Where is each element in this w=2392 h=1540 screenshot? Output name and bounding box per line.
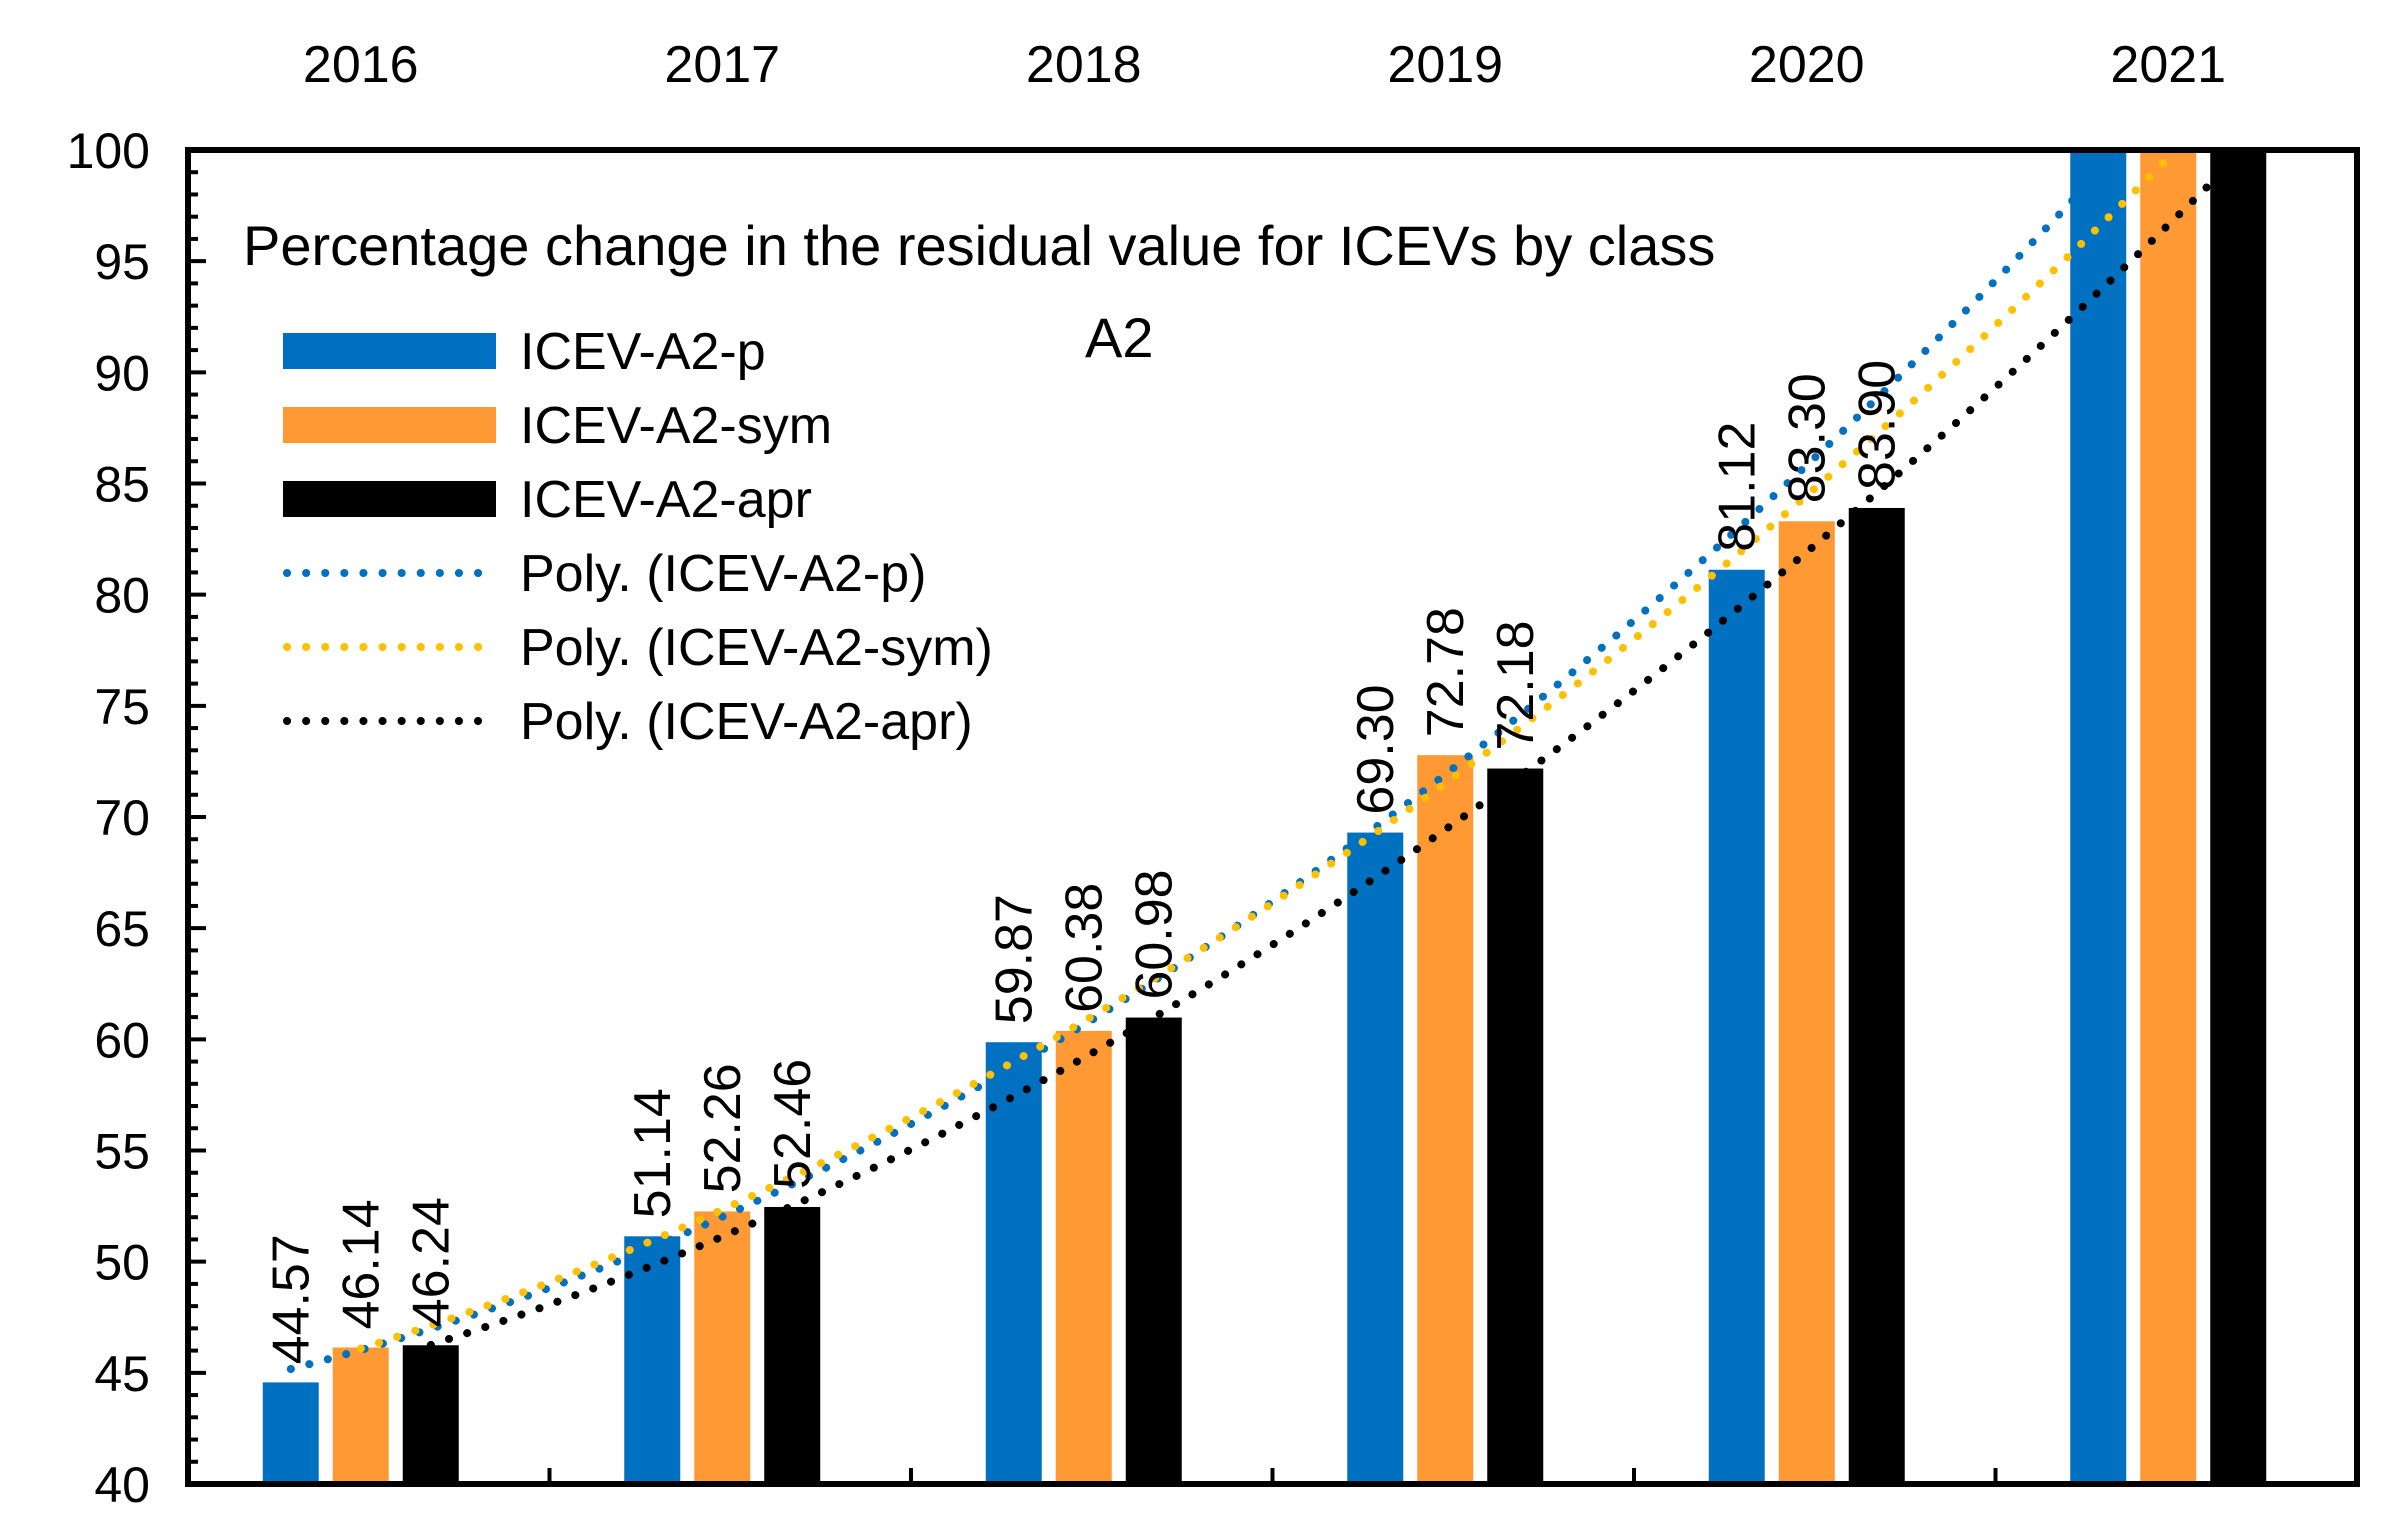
axes-group: 40 45 50 55 60 65 70 75 80 85 90 95 100 2016 2017 2018 2…: [67, 36, 2227, 1513]
bar-ICEV-A2-p-2021: [2070, 150, 2127, 1484]
data-label-ICEV-A2-p-2020: 81.12: [1709, 422, 1767, 552]
bar-ICEV-A2-sym-2018: [1055, 1030, 1112, 1484]
y-tick-label-80: 80: [94, 568, 150, 624]
data-label-ICEV-A2-apr-2017: 52.46: [764, 1059, 822, 1189]
bar-ICEV-A2-apr-2021: [2210, 150, 2267, 1484]
bar-ICEV-A2-sym-2017: [694, 1211, 751, 1484]
y-tick-label-95: 95: [94, 234, 150, 290]
data-label-ICEV-A2-apr-2020: 83.90: [1849, 360, 1907, 490]
x-category-label-2019: 2019: [1387, 36, 1503, 94]
y-tick-label-65: 65: [94, 901, 150, 957]
plot-area-border: [185, 147, 2360, 1487]
chart-title: Percentage change in the residual value …: [243, 214, 1715, 277]
bar-ICEV-A2-p-2020: [1708, 569, 1765, 1484]
legend-label-Poly. (ICEV-A2-p): Poly. (ICEV-A2-p): [520, 545, 926, 603]
legend-label-ICEV-A2-apr: ICEV-A2-apr: [520, 471, 812, 529]
x-category-label-2018: 2018: [1026, 36, 1142, 94]
legend-label-Poly. (ICEV-A2-apr): Poly. (ICEV-A2-apr): [520, 693, 973, 751]
legend: ICEV-A2-p ICEV-A2-sym ICEV-A2-apr Poly. (IC…: [283, 323, 993, 751]
bar-ICEV-A2-sym-2021: [2140, 150, 2197, 1484]
bar-ICEV-A2-sym-2019: [1417, 755, 1474, 1484]
x-category-label-2021: 2021: [2110, 36, 2226, 94]
bar-ICEV-A2-sym-2016: [332, 1347, 389, 1484]
x-category-label-2017: 2017: [664, 36, 780, 94]
y-tick-label-55: 55: [94, 1124, 150, 1180]
y-tick-label-100: 100: [67, 123, 150, 179]
bars-group: [262, 150, 2267, 1484]
data-label-ICEV-A2-sym-2019: 72.78: [1417, 607, 1475, 737]
bar-ICEV-A2-apr-2018: [1125, 1017, 1182, 1484]
data-label-ICEV-A2-sym-2016: 46.14: [333, 1199, 391, 1329]
bar-ICEV-A2-p-2016: [262, 1382, 319, 1484]
data-labels-group: 44.57 51.14 59.87 69.30 81.12 46.14 52.26 60.38…: [263, 360, 1907, 1365]
data-label-ICEV-A2-sym-2018: 60.38: [1056, 883, 1114, 1013]
bar-ICEV-A2-apr-2016: [402, 1345, 459, 1484]
data-label-ICEV-A2-p-2017: 51.14: [624, 1088, 682, 1218]
trendlines-group: [286, 151, 2243, 1373]
x-category-label-2020: 2020: [1749, 36, 1865, 94]
legend-label-ICEV-A2-p: ICEV-A2-p: [520, 323, 766, 381]
data-label-ICEV-A2-p-2019: 69.30: [1347, 684, 1405, 814]
y-tick-label-90: 90: [94, 345, 150, 401]
data-label-ICEV-A2-apr-2016: 46.24: [403, 1197, 461, 1327]
data-label-ICEV-A2-apr-2018: 60.98: [1126, 869, 1184, 999]
y-tick-label-85: 85: [94, 457, 150, 513]
data-label-ICEV-A2-sym-2017: 52.26: [694, 1063, 752, 1193]
y-tick-label-75: 75: [94, 679, 150, 735]
plot-frame: [185, 147, 2360, 1487]
y-tick-label-60: 60: [94, 1012, 150, 1068]
bar-ICEV-A2-apr-2020: [1848, 507, 1905, 1484]
bar-ICEV-A2-apr-2019: [1487, 768, 1544, 1484]
bar-ICEV-A2-p-2017: [624, 1236, 681, 1484]
y-tick-label-45: 45: [94, 1346, 150, 1402]
x-category-label-2016: 2016: [303, 36, 419, 94]
data-label-ICEV-A2-p-2016: 44.57: [263, 1234, 321, 1364]
legend-label-Poly. (ICEV-A2-sym): Poly. (ICEV-A2-sym): [520, 619, 993, 677]
title-group: Percentage change in the residual value …: [243, 214, 1715, 369]
y-tick-label-70: 70: [94, 790, 150, 846]
legend-swatch-ICEV-A2-p: [283, 333, 496, 369]
trendline-ICEV-A2-apr: [426, 151, 2243, 1349]
y-tick-label-40: 40: [94, 1457, 150, 1513]
bar-ICEV-A2-p-2018: [985, 1042, 1042, 1484]
data-label-ICEV-A2-sym-2020: 83.30: [1779, 373, 1837, 503]
bar-ICEV-A2-sym-2020: [1778, 521, 1835, 1484]
y-tick-label-50: 50: [94, 1235, 150, 1291]
data-label-ICEV-A2-p-2018: 59.87: [986, 894, 1044, 1024]
legend-swatch-ICEV-A2-sym: [283, 407, 496, 443]
chart-subtitle: A2: [1085, 306, 1154, 369]
bar-ICEV-A2-p-2019: [1347, 832, 1404, 1484]
bar-ICEV-A2-apr-2017: [764, 1206, 821, 1484]
legend-swatch-ICEV-A2-apr: [283, 481, 496, 517]
trendline-ICEV-A2-sym: [356, 154, 2173, 1353]
data-label-ICEV-A2-apr-2019: 72.18: [1487, 620, 1545, 750]
legend-label-ICEV-A2-sym: ICEV-A2-sym: [520, 397, 832, 455]
